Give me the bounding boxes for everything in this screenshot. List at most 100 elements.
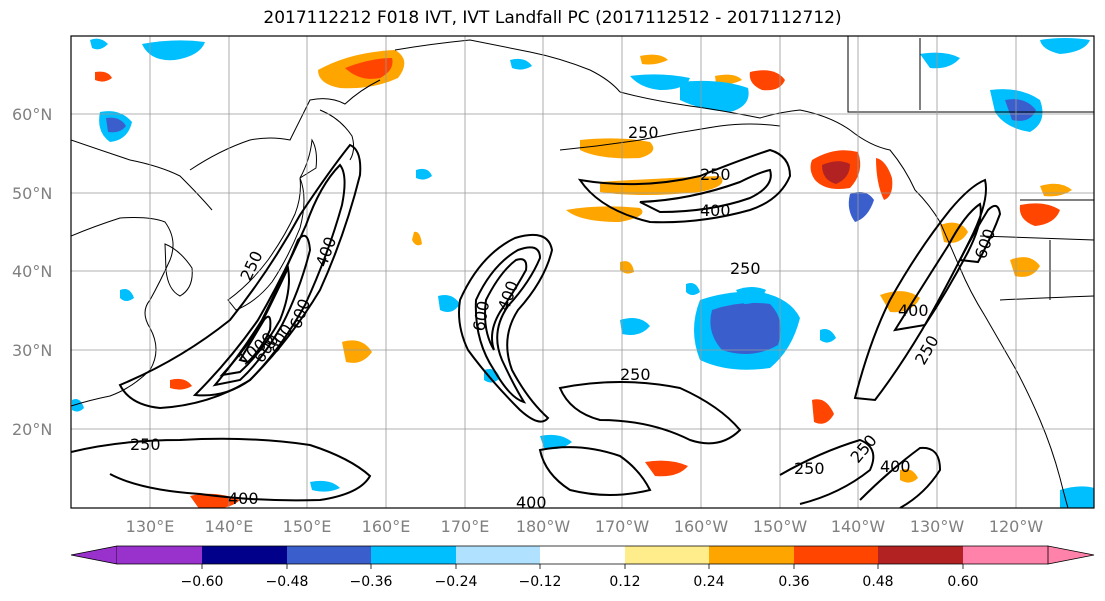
lon-label: 120°W xyxy=(989,517,1044,536)
positive-patch xyxy=(1010,257,1040,277)
contour-250 xyxy=(577,148,792,224)
coastline xyxy=(71,139,213,211)
colorbar-segment xyxy=(625,546,709,564)
colorbar-segment xyxy=(709,546,794,564)
colorbar-segment xyxy=(540,546,625,564)
contour-250 xyxy=(458,234,554,423)
colorbar-segment xyxy=(456,546,540,564)
positive-patch xyxy=(1019,203,1060,226)
contour-label: 400 xyxy=(700,201,731,220)
contour-400 xyxy=(474,246,542,404)
colorbar-tick: −0.12 xyxy=(519,574,562,590)
lat-label-30n: 30°N xyxy=(12,341,52,360)
negative-patch xyxy=(710,302,781,354)
coastline xyxy=(394,39,621,93)
colorbar-segment xyxy=(117,546,202,564)
negative-patch xyxy=(416,168,432,180)
ivt-contours xyxy=(71,143,1002,508)
colorbar-tick: 0.12 xyxy=(609,574,640,590)
negative-patch xyxy=(686,283,700,295)
negative-patch xyxy=(72,399,84,412)
colorbar-tick: 0.48 xyxy=(862,574,893,590)
negative-patch xyxy=(540,434,572,450)
contour-600 xyxy=(484,258,528,351)
negative-patch xyxy=(820,329,836,343)
ocean-background xyxy=(71,36,1094,508)
contour-250 xyxy=(779,438,875,505)
lon-label: 150°E xyxy=(283,517,332,536)
positive-patch xyxy=(876,158,893,200)
negative-patch xyxy=(510,58,532,70)
colorbar-tick: 0.60 xyxy=(947,574,978,590)
positive-patch xyxy=(749,70,785,91)
contour-600 xyxy=(212,234,312,387)
contour-label: 400 xyxy=(228,489,259,508)
lat-label-60n: 60°N xyxy=(12,105,52,124)
negative-patch xyxy=(1005,99,1036,121)
coastline xyxy=(319,109,355,161)
positive-patch xyxy=(822,161,850,184)
contour-1000 xyxy=(238,315,272,364)
contour-250 xyxy=(71,437,372,502)
contour-label: 250 xyxy=(730,259,761,278)
positive-patch xyxy=(170,378,192,390)
negative-patch xyxy=(920,52,960,69)
anomaly-shading xyxy=(72,38,1094,508)
negative-patch xyxy=(106,117,126,133)
contour-label: 250 xyxy=(794,459,825,478)
contour-250 xyxy=(118,143,362,410)
positive-patch xyxy=(620,261,634,274)
contour-250 xyxy=(853,178,987,402)
contour-400 xyxy=(538,446,652,496)
contour-400 xyxy=(639,168,772,214)
longitude-labels: 130°E 140°E 150°E 160°E 170°E 180°W 170°… xyxy=(126,517,1044,536)
lon-label: 130°W xyxy=(910,517,965,536)
contour-250 xyxy=(558,381,742,445)
coastline xyxy=(559,123,781,151)
contour-label: 250 xyxy=(620,365,651,384)
contour-label: 400 xyxy=(516,493,547,512)
map-frame xyxy=(70,35,1095,509)
colorbar-segment xyxy=(1047,545,1095,565)
lat-label-20n: 20°N xyxy=(12,420,52,439)
coastlines xyxy=(71,36,1094,508)
colorbar-segment xyxy=(963,546,1048,564)
colorbar-tick: −0.36 xyxy=(350,574,393,590)
negative-patch xyxy=(630,74,690,90)
lat-label-40n: 40°N xyxy=(12,262,52,281)
positive-patch xyxy=(812,399,834,424)
colorbar-tick: −0.48 xyxy=(266,574,309,590)
coastline xyxy=(299,138,317,179)
colorbar-tick: 0.24 xyxy=(693,574,724,590)
positive-patch xyxy=(900,469,918,483)
negative-patch xyxy=(120,289,134,301)
positive-patch xyxy=(412,231,422,246)
contour-label: 250 xyxy=(130,435,161,454)
contour-label: 400 xyxy=(898,301,929,320)
contour-label: 250 xyxy=(628,123,659,142)
lon-label: 140°E xyxy=(205,517,254,536)
positive-patch xyxy=(95,71,112,82)
colorbar-segment xyxy=(794,546,878,564)
contour-400 xyxy=(859,446,942,508)
negative-patch xyxy=(438,295,460,312)
lon-label: 170°W xyxy=(595,517,650,536)
lon-label: 140°W xyxy=(831,517,886,536)
positive-patch xyxy=(566,206,643,222)
negative-patch xyxy=(310,480,340,492)
map-plot-area: 250 250 400 250 250 250 400 250 400 250 … xyxy=(71,36,1094,512)
border xyxy=(999,295,1094,301)
positive-patch xyxy=(600,176,723,195)
contour-label: 250 xyxy=(700,165,731,184)
lat-label-50n: 50°N xyxy=(12,184,52,203)
lon-label: 160°W xyxy=(674,517,729,536)
positive-patch xyxy=(580,138,654,159)
map-title: 2017112212 F018 IVT, IVT Landfall PC (20… xyxy=(263,8,842,28)
negative-patch xyxy=(736,287,766,304)
coastline xyxy=(619,91,1069,508)
positive-patch xyxy=(640,54,668,65)
lon-label: 130°E xyxy=(126,517,175,536)
negative-patch xyxy=(680,80,749,112)
negative-patch xyxy=(142,40,205,61)
